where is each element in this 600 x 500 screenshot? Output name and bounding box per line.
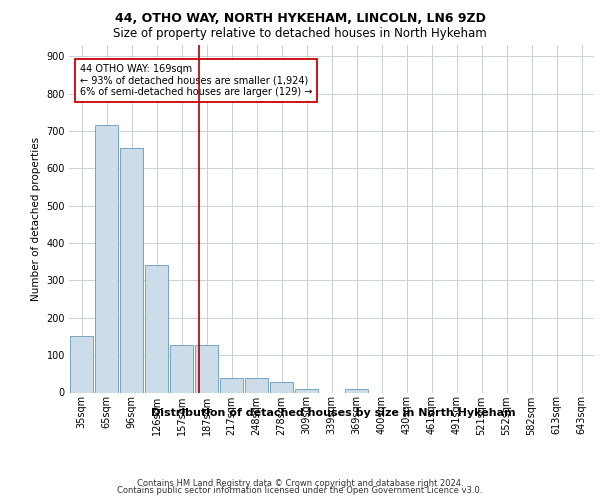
Bar bbox=[194, 344, 218, 393]
Text: Distribution of detached houses by size in North Hykeham: Distribution of detached houses by size … bbox=[151, 408, 515, 418]
Bar bbox=[220, 378, 244, 392]
Text: 44 OTHO WAY: 169sqm
← 93% of detached houses are smaller (1,924)
6% of semi-deta: 44 OTHO WAY: 169sqm ← 93% of detached ho… bbox=[79, 64, 312, 98]
Text: Contains HM Land Registry data © Crown copyright and database right 2024.: Contains HM Land Registry data © Crown c… bbox=[137, 478, 463, 488]
Bar bbox=[245, 378, 268, 392]
Bar bbox=[170, 344, 193, 393]
Bar bbox=[70, 336, 94, 392]
Text: Contains public sector information licensed under the Open Government Licence v3: Contains public sector information licen… bbox=[118, 486, 482, 495]
Bar bbox=[269, 382, 293, 392]
Text: Size of property relative to detached houses in North Hykeham: Size of property relative to detached ho… bbox=[113, 28, 487, 40]
Bar bbox=[119, 148, 143, 392]
Text: 44, OTHO WAY, NORTH HYKEHAM, LINCOLN, LN6 9ZD: 44, OTHO WAY, NORTH HYKEHAM, LINCOLN, LN… bbox=[115, 12, 485, 26]
Bar bbox=[145, 266, 169, 392]
Bar bbox=[295, 389, 319, 392]
Bar bbox=[344, 389, 368, 392]
Bar bbox=[95, 126, 118, 392]
Y-axis label: Number of detached properties: Number of detached properties bbox=[31, 136, 41, 301]
